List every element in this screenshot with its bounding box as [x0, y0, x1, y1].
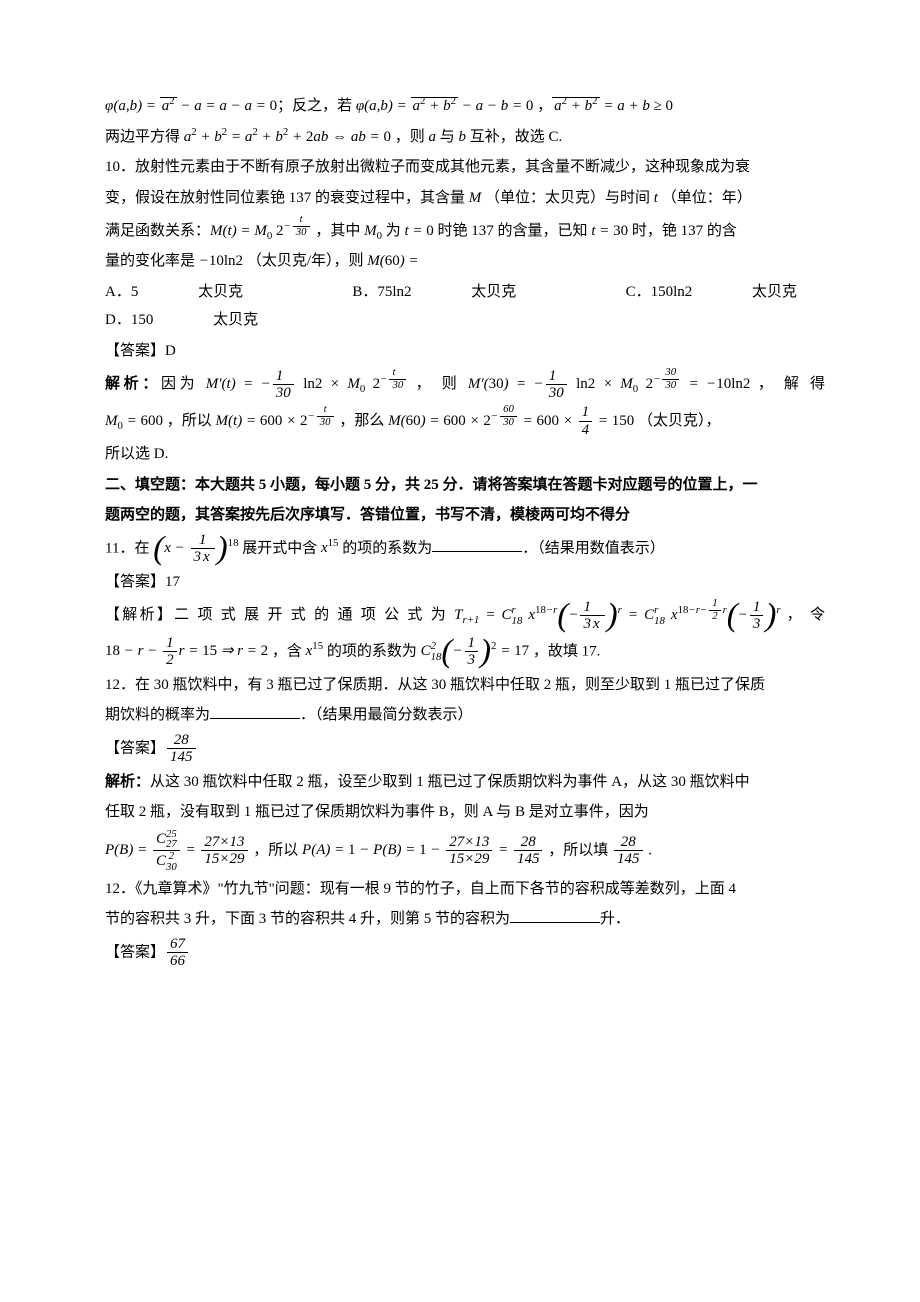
q12b-l2a: 节的容积共 3 升，下面 3 节的容积共 4 升，则第 5 节的容积为 [105, 911, 510, 927]
q12a-sol-den: 145 [614, 851, 643, 868]
q10-sol-label: 解析： [105, 376, 161, 392]
q12a-sol-label: 解析： [105, 774, 150, 790]
q12b-blank [510, 907, 600, 923]
q12a-sol-t1: 从这 30 瓶饮料中任取 2 瓶，设至少取到 1 瓶已过了保质期饮料为事件 A，… [150, 774, 750, 790]
q12b-stem-l2: 节的容积共 3 升，下面 3 节的容积共 4 升，则第 5 节的容积为 升． [105, 905, 825, 934]
q12a-sol-num: 28 [614, 834, 643, 852]
q11-answer: 【答案】17 [105, 568, 825, 597]
q12b-answer: 【答案】6766 [105, 936, 825, 970]
q12b-stem-l1: 12．《九章算术》"竹九节"问题：现有一根 9 节的竹子，自上而下各节的容积成等… [105, 875, 825, 904]
q10-opt-a: A．5 太贝克 [105, 278, 243, 307]
q10-sol-l3: 所以选 D. [105, 440, 825, 469]
q12a-l2b: ．（结果用最简分数表示） [300, 707, 473, 723]
q10-opt-b: B．75ln2 太贝克 [352, 278, 516, 307]
q10-opt-d: D．150 太贝克 [105, 306, 258, 335]
q12a-ans-num: 28 [167, 732, 196, 750]
section2-title-l1: 二、填空题：本大题共 5 小题，每小题 5 分，共 25 分．请将答案填在答题卡… [105, 471, 825, 500]
q12a-l2a: 期饮料的概率为 [105, 707, 210, 723]
q12a-sol-l1: 解析：从这 30 瓶饮料中任取 2 瓶，设至少取到 1 瓶已过了保质期饮料为事件… [105, 768, 825, 797]
q12a-stem-l1: 12．在 30 瓶饮料中，有 3 瓶已过了保质期．从这 30 瓶饮料中任取 2 … [105, 671, 825, 700]
q12a-sol-l2: 任取 2 瓶，没有取到 1 瓶已过了保质期饮料为事件 B，则 A 与 B 是对立… [105, 798, 825, 827]
q12b-ans-num: 67 [167, 936, 188, 954]
q11-pre: 11．在 [105, 540, 153, 556]
q10-sol-l2: M0 = 600 ，所以 M(t) = 600 × 2−t30 ，那么 M(60… [105, 404, 825, 438]
q9-conj: ；反之，若 [277, 98, 356, 114]
q12a-ans-den: 145 [167, 749, 196, 766]
q9-l2-pre: 两边平方得 [105, 129, 184, 145]
q11-sol-label: 【解析】 [105, 607, 174, 623]
q12b-ans-den: 66 [167, 953, 188, 970]
q10-stem-l4: 量的变化率是 −10ln2 （太贝克/年），则 M(60) = [105, 247, 825, 276]
q10-stem-l1: 10．放射性元素由于不断有原子放射出微粒子而变成其他元素，其含量不断减少，这种现… [105, 153, 825, 182]
q12a-answer: 【答案】28145 [105, 732, 825, 766]
q11-blank [432, 536, 522, 552]
q12a-ans-label: 【答案】 [105, 740, 165, 756]
q12b-l2b: 升． [600, 911, 630, 927]
q12a-blank [210, 703, 300, 719]
q12b-ans-label: 【答案】 [105, 944, 165, 960]
q10-l3a: 满足函数关系： [105, 223, 210, 239]
q11-sol-l2: 18 − r − 12r = 15 ⇒ r = 2 ，含 x15 的项的系数为 … [105, 635, 825, 669]
q10-answer: 【答案】D [105, 337, 825, 366]
q9-tail-line2: 两边平方得 a2 + b2 = a2 + b2 + 2ab ⇔ ab = 0 ，… [105, 123, 825, 152]
q10-stem-l3: 满足函数关系：M(t) = M0 2−t30 ，其中 M0 为 t = 0 时铯… [105, 214, 825, 245]
q12a-stem-l2: 期饮料的概率为 ．（结果用最简分数表示） [105, 701, 825, 730]
section2-title-l2: 题两空的题，其答案按先后次序填写．答错位置，书写不清，模棱两可均不得分 [105, 501, 825, 530]
q10-sol-l1: 解析：因为 M′(t) = −130 ln2 × M0 2−t30 ， 则 M′… [105, 367, 825, 401]
q10-opt-c: C．150ln2 太贝克 [626, 278, 797, 307]
q10-stem-l2: 变，假设在放射性同位素铯 137 的衰变过程中，其含量 M （单位：太贝克）与时… [105, 184, 825, 213]
q12a-sol-l3: P(B) = C2527C230 = 27×1315×29 ，所以 P(A) =… [105, 829, 825, 873]
q10-options: A．5 太贝克 B．75ln2 太贝克 C．150ln2 太贝克 D．150 太… [105, 278, 825, 335]
q11-sol-l1: 【解析】二 项 式 展 开 式 的 通 项 公 式 为 Tr+1 = Cr18 … [105, 598, 825, 632]
q9-tail-line1: φ(a,b) = a2 − a = a − a = 0；反之，若 φ(a,b) … [105, 92, 825, 121]
q11-stem: 11．在 (x − 13x)18 展开式中含 x15 的项的系数为．（结果用数值… [105, 532, 825, 566]
